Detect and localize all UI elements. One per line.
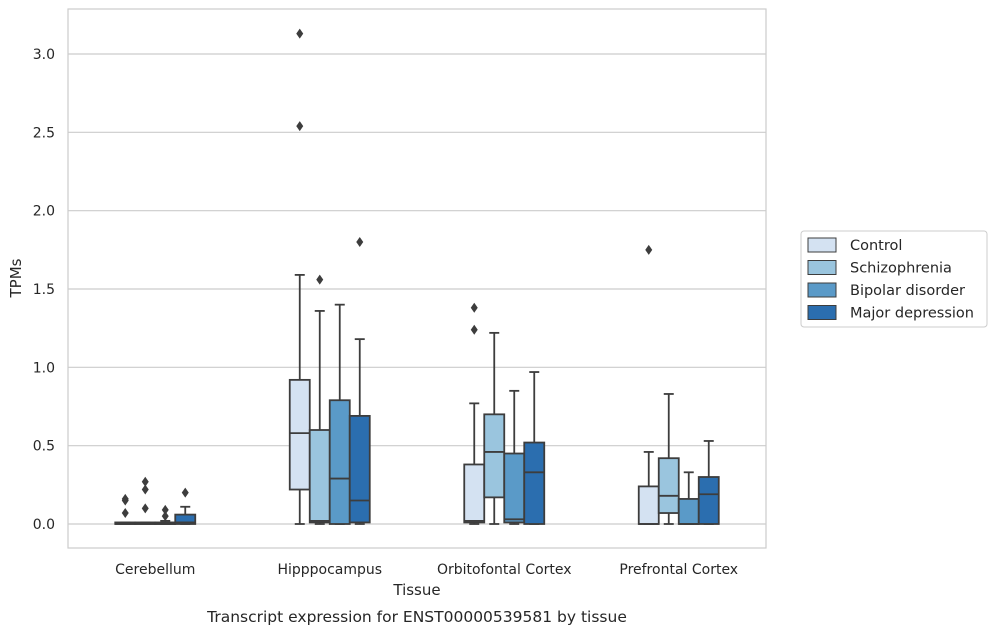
box-2-1 (328, 303, 351, 525)
box-3-3 (697, 440, 720, 525)
box-0-0 (114, 493, 137, 525)
box-3-2 (523, 371, 546, 525)
plot-frame (67, 8, 767, 549)
y-tick-label: 2.0 (33, 204, 55, 220)
x-tick-labels: Cerebellum Hipppocampus Orbitofontal Corte… (115, 562, 738, 578)
y-tick-label: 3.0 (33, 47, 55, 63)
legend-label: Control (850, 238, 902, 254)
x-tick-label: Cerebellum (115, 562, 195, 578)
box-0-3 (637, 244, 660, 525)
outlier-point (356, 237, 364, 247)
outlier-point (296, 121, 304, 132)
box-body (523, 441, 546, 525)
outlier-point (141, 484, 149, 495)
box-2-2 (503, 389, 526, 525)
y-tick-label: 0.0 (33, 517, 55, 533)
box-body (657, 457, 680, 514)
legend-swatch (807, 282, 837, 298)
y-axis-label: TPMs (7, 258, 25, 298)
legend-label: Schizophrenia (850, 261, 952, 277)
legend-swatch (807, 237, 837, 253)
box-body (677, 498, 700, 525)
box-0-2 (463, 302, 486, 525)
outlier-point (296, 28, 304, 39)
outlier-point (141, 476, 149, 487)
x-tick-label: Orbitofontal Cortex (437, 562, 572, 578)
x-tick-label: Hipppocampus (277, 562, 382, 578)
outlier-point (645, 244, 653, 255)
outlier-point (161, 504, 169, 515)
y-tick-label: 0.5 (33, 439, 55, 455)
box-body (288, 378, 311, 491)
box-1-3 (657, 393, 680, 525)
legend: Control Schizophrenia Bipolar disorder Majo… (800, 230, 988, 328)
legend-frame (800, 230, 988, 328)
outlier-point (121, 493, 129, 504)
y-tick-label: 1.5 (33, 282, 55, 298)
box-1-2 (483, 331, 506, 525)
box-3-0 (174, 487, 197, 525)
box-body (174, 513, 197, 525)
x-axis-label: Tissue (392, 581, 440, 599)
legend-swatch (807, 260, 837, 275)
legend-label: Bipolar disorder (850, 283, 965, 299)
legend-label: Major depression (850, 306, 974, 322)
y-tick-labels: 0.0 0.5 1.0 1.5 2.0 2.5 3.0 (33, 47, 55, 533)
legend-swatch (807, 305, 837, 320)
box-body (637, 485, 660, 525)
box-body (483, 413, 506, 499)
y-tick-label: 2.5 (33, 125, 55, 141)
x-tick-label: Prefrontal Cortex (619, 562, 738, 578)
box-body (463, 463, 486, 524)
box-body (328, 399, 351, 525)
box-body (308, 429, 331, 524)
box-3-1 (348, 237, 371, 525)
box-body (697, 476, 720, 525)
y-tick-label: 1.0 (33, 360, 55, 376)
chart-caption: Transcript expression for ENST0000053958… (206, 608, 627, 626)
box-body (503, 452, 526, 524)
outlier-point (470, 302, 478, 313)
box-body (348, 414, 371, 524)
gridlines (68, 53, 766, 525)
box-2-0 (154, 504, 177, 525)
outlier-point (316, 274, 324, 285)
box-1-1 (308, 274, 331, 525)
box-layer (114, 28, 720, 525)
box-0-1 (288, 28, 311, 525)
outlier-point (161, 511, 169, 522)
box-1-0 (134, 476, 157, 525)
outlier-point (141, 503, 149, 514)
outlier-point (121, 508, 129, 519)
outlier-point (181, 487, 189, 498)
box-2-3 (677, 471, 700, 525)
outlier-point (470, 324, 478, 335)
